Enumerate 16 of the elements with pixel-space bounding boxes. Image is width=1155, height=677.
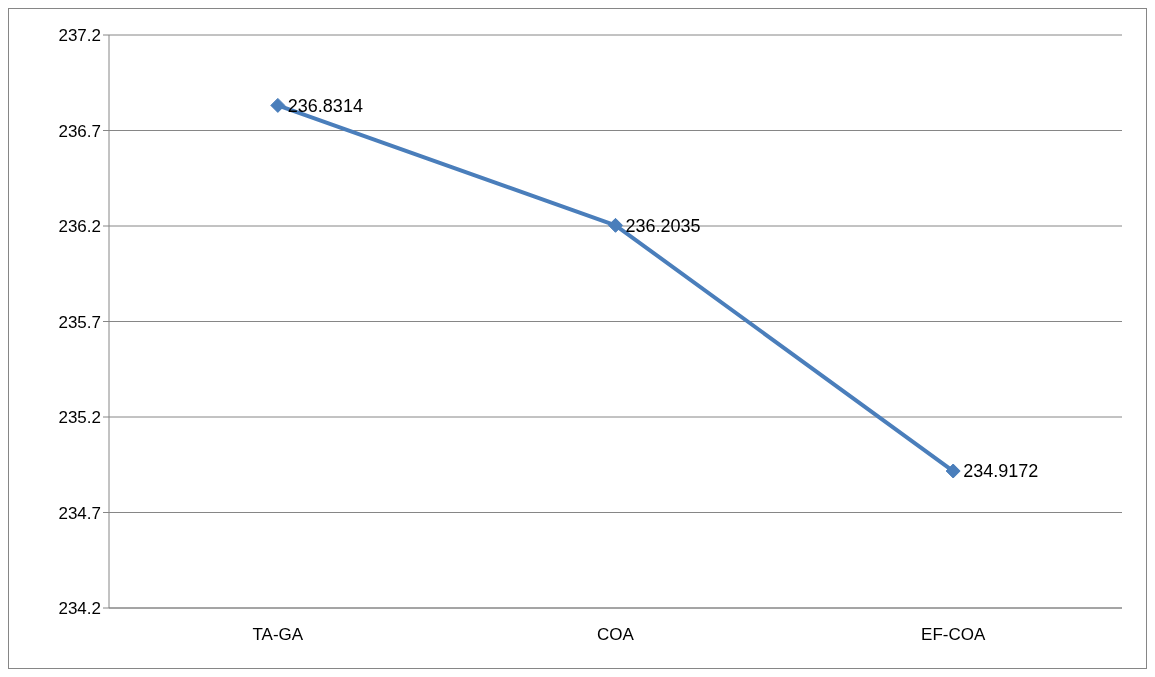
point xyxy=(945,463,961,479)
y-tick-label: 235.2 xyxy=(58,408,101,428)
x-tick-label: EF-COA xyxy=(921,625,986,645)
data-label: 234.9172 xyxy=(963,461,1039,482)
y-tick-label: 235.7 xyxy=(58,312,101,332)
x-tick-label: TA-GA xyxy=(252,625,304,645)
y-tick-label: 237.2 xyxy=(58,26,101,46)
y-tick-label: 236.7 xyxy=(58,121,101,141)
x-tick-label: COA xyxy=(597,625,635,645)
point xyxy=(608,217,623,233)
y-tick-label: 234.7 xyxy=(58,503,101,523)
y-tick-label: 236.2 xyxy=(58,217,101,237)
data-label: 236.8314 xyxy=(287,95,363,116)
data-label: 236.2035 xyxy=(625,215,701,236)
y-tick-label: 234.2 xyxy=(58,599,101,619)
point xyxy=(270,97,286,113)
